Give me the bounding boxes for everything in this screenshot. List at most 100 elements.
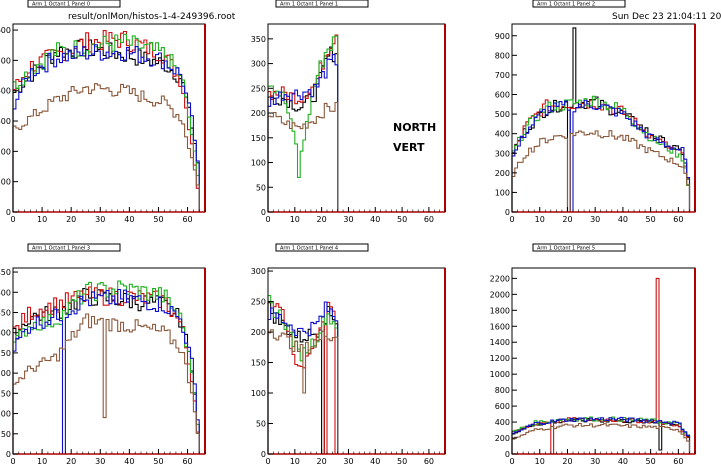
y-tick-label: 400 (495, 418, 510, 427)
y-tick-label: 300 (0, 329, 11, 338)
x-tick-label: 50 (153, 457, 163, 464)
y-tick-label: 400 (0, 288, 11, 297)
x-tick-label: 20 (317, 457, 327, 464)
x-tick-label: 10 (535, 215, 545, 224)
x-tick-label: 20 (317, 215, 327, 224)
x-tick-label: 10 (37, 215, 47, 224)
panel-title-box (275, 0, 369, 8)
x-tick-label: 0 (265, 457, 270, 464)
y-tick-label: 250 (251, 84, 266, 93)
x-tick-label: 50 (646, 215, 656, 224)
y-tick-label: 200 (495, 169, 510, 178)
y-tick-label: 600 (495, 402, 510, 411)
y-tick-label: 1800 (490, 306, 510, 315)
y-tick-label: 500 (0, 56, 11, 65)
y-tick-label: 200 (251, 109, 266, 118)
panel-2: Arm 1 Octant 1 Panel 2 0 10 20 30 40 50 600 100 2… (495, 0, 696, 224)
y-tick-label: 300 (495, 149, 510, 158)
x-tick-label: 40 (370, 215, 380, 224)
panel-title-box (532, 243, 626, 252)
x-tick-label: 60 (673, 457, 683, 464)
y-tick-label: 100 (0, 178, 11, 187)
annotation-north: NORTH (393, 121, 436, 134)
series-red (511, 99, 691, 212)
annotation-vert: VERT (393, 141, 425, 154)
series-brown (267, 329, 339, 454)
y-tick-label: 300 (0, 117, 11, 126)
plot-frame (511, 267, 696, 455)
y-tick-label: 250 (251, 298, 266, 307)
y-tick-label: 350 (251, 35, 266, 44)
x-tick-label: 50 (646, 457, 656, 464)
panel-title-box (275, 243, 369, 252)
y-tick-label: 200 (251, 328, 266, 337)
x-tick-label: 30 (343, 215, 353, 224)
panel-title: Arm 1 Octant 1 Panel 5 (537, 246, 595, 252)
y-tick-label: 200 (0, 147, 11, 156)
plot-frame (267, 23, 446, 213)
y-tick-label: 300 (251, 267, 266, 276)
series-brown (12, 313, 200, 454)
x-tick-label: 20 (66, 457, 76, 464)
x-tick-label: 60 (182, 457, 192, 464)
y-tick-label: 0 (261, 450, 266, 459)
x-tick-label: 40 (618, 215, 628, 224)
series-blue (12, 44, 200, 212)
panel-title: Arm 1 Octant 1 Panel 2 (537, 2, 595, 8)
x-tick-label: 40 (124, 457, 134, 464)
y-tick-label: 700 (495, 71, 510, 80)
x-tick-label: 20 (562, 215, 572, 224)
x-tick-label: 30 (95, 457, 105, 464)
y-tick-label: 50 (1, 430, 11, 439)
y-tick-label: 600 (0, 26, 11, 35)
series-black (267, 46, 339, 212)
x-tick-label: 0 (10, 215, 15, 224)
y-tick-label: 100 (495, 188, 510, 197)
x-tick-label: 60 (424, 215, 434, 224)
y-tick-label: 0 (261, 208, 266, 217)
x-tick-label: 30 (590, 215, 600, 224)
panel-title-box (27, 243, 121, 252)
panel-title-box (532, 0, 626, 8)
series-brown (12, 83, 200, 212)
x-tick-label: 60 (182, 215, 192, 224)
panel-title: Arm 1 Octant 1 Panel 0 (32, 2, 90, 8)
file-label: result/onlMon/histos-1-4-249396.root (68, 12, 236, 22)
x-tick-label: 0 (509, 457, 514, 464)
series-green (511, 95, 691, 212)
y-tick-label: 400 (0, 87, 11, 96)
series-green (12, 33, 200, 212)
y-tick-label: 250 (0, 349, 11, 358)
y-tick-label: 100 (251, 159, 266, 168)
x-tick-label: 60 (424, 457, 434, 464)
y-tick-label: 600 (495, 91, 510, 100)
y-tick-label: 800 (495, 51, 510, 60)
series-blue (267, 54, 339, 212)
series-blue (267, 301, 339, 454)
y-tick-label: 150 (251, 134, 266, 143)
x-tick-label: 20 (66, 215, 76, 224)
series-black (12, 38, 200, 212)
panel-0: Arm 1 Octant 1 Panel 0010203040506001002… (0, 0, 206, 224)
x-tick-label: 60 (673, 215, 683, 224)
y-tick-label: 300 (251, 60, 266, 69)
panel-title: Arm 1 Octant 1 Panel 4 (280, 246, 338, 252)
y-tick-label: 100 (251, 389, 266, 398)
x-tick-label: 50 (153, 215, 163, 224)
series-blue (12, 288, 200, 455)
y-tick-label: 450 (0, 268, 11, 277)
y-tick-label: 1000 (490, 370, 510, 379)
y-tick-label: 0 (6, 450, 11, 459)
panel-5: Arm 1 Octant 1 Panel 50 10 20 30 40 50 6002004… (490, 243, 696, 464)
panel-1: Arm 1 Octant 1 Panel 1 0 10 20 30 40 50 60 0 50 10… (251, 0, 446, 224)
panel-title: Arm 1 Octant 1 Panel 3 (32, 246, 90, 252)
series-blue (511, 99, 691, 213)
x-tick-label: 0 (10, 457, 15, 464)
series-blue (511, 416, 691, 454)
x-tick-label: 50 (397, 215, 407, 224)
x-tick-label: 10 (290, 215, 300, 224)
y-tick-label: 0 (505, 208, 510, 217)
y-tick-label: 200 (0, 369, 11, 378)
